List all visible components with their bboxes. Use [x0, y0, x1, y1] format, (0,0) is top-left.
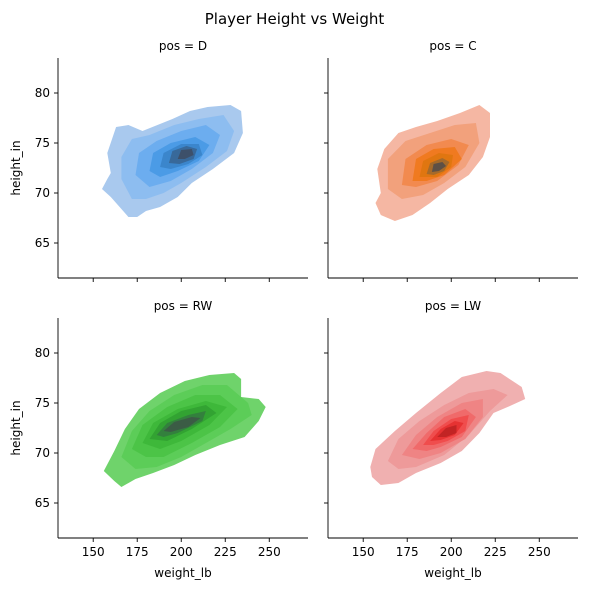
panel-title: pos = LW	[425, 299, 481, 313]
x-axis-label: weight_lb	[424, 566, 481, 580]
x-tick-label: 250	[258, 545, 281, 559]
y-axis-label: height_in	[9, 400, 23, 455]
y-tick-label: 70	[35, 186, 50, 200]
kde-level-7	[177, 149, 194, 159]
kde-density	[103, 373, 266, 487]
panel-pos-lw: pos = LW 150 175 200 225 250 weight_lb	[324, 299, 578, 580]
panel-title: pos = D	[159, 39, 207, 53]
x-tick-label: 200	[440, 545, 463, 559]
kde-level-7	[431, 162, 446, 172]
facet-grid: pos = D 65 70 75 80 height_in pos = C pos = RW 6…	[9, 39, 578, 580]
kde-density	[102, 105, 243, 217]
x-tick-label: 250	[528, 545, 551, 559]
panel-pos-c: pos = C	[324, 39, 578, 282]
x-tick-label: 225	[484, 545, 507, 559]
x-tick-label: 225	[214, 545, 237, 559]
kde-density	[375, 105, 490, 221]
y-tick-label: 65	[35, 236, 50, 250]
figure-title: Player Height vs Weight	[205, 10, 385, 28]
y-axis-label: height_in	[9, 140, 23, 195]
panel-pos-rw: pos = RW 65 70 75 80 150 175 200 225 250 height_in…	[9, 299, 308, 580]
panel-pos-d: pos = D 65 70 75 80 height_in	[9, 39, 308, 282]
x-tick-label: 175	[126, 545, 149, 559]
x-tick-label: 150	[352, 545, 375, 559]
y-tick-label: 75	[35, 396, 50, 410]
y-tick-label: 80	[35, 86, 50, 100]
x-tick-label: 150	[82, 545, 105, 559]
y-tick-label: 70	[35, 446, 50, 460]
y-tick-label: 75	[35, 136, 50, 150]
x-tick-label: 200	[170, 545, 193, 559]
panel-title: pos = RW	[154, 299, 213, 313]
x-tick-label: 175	[396, 545, 419, 559]
y-tick-label: 80	[35, 346, 50, 360]
kde-level-7	[437, 425, 457, 437]
x-axis-label: weight_lb	[154, 566, 211, 580]
kde-level-7	[163, 417, 201, 432]
y-tick-label: 65	[35, 496, 50, 510]
panel-title: pos = C	[429, 39, 476, 53]
kde-density	[370, 371, 526, 485]
